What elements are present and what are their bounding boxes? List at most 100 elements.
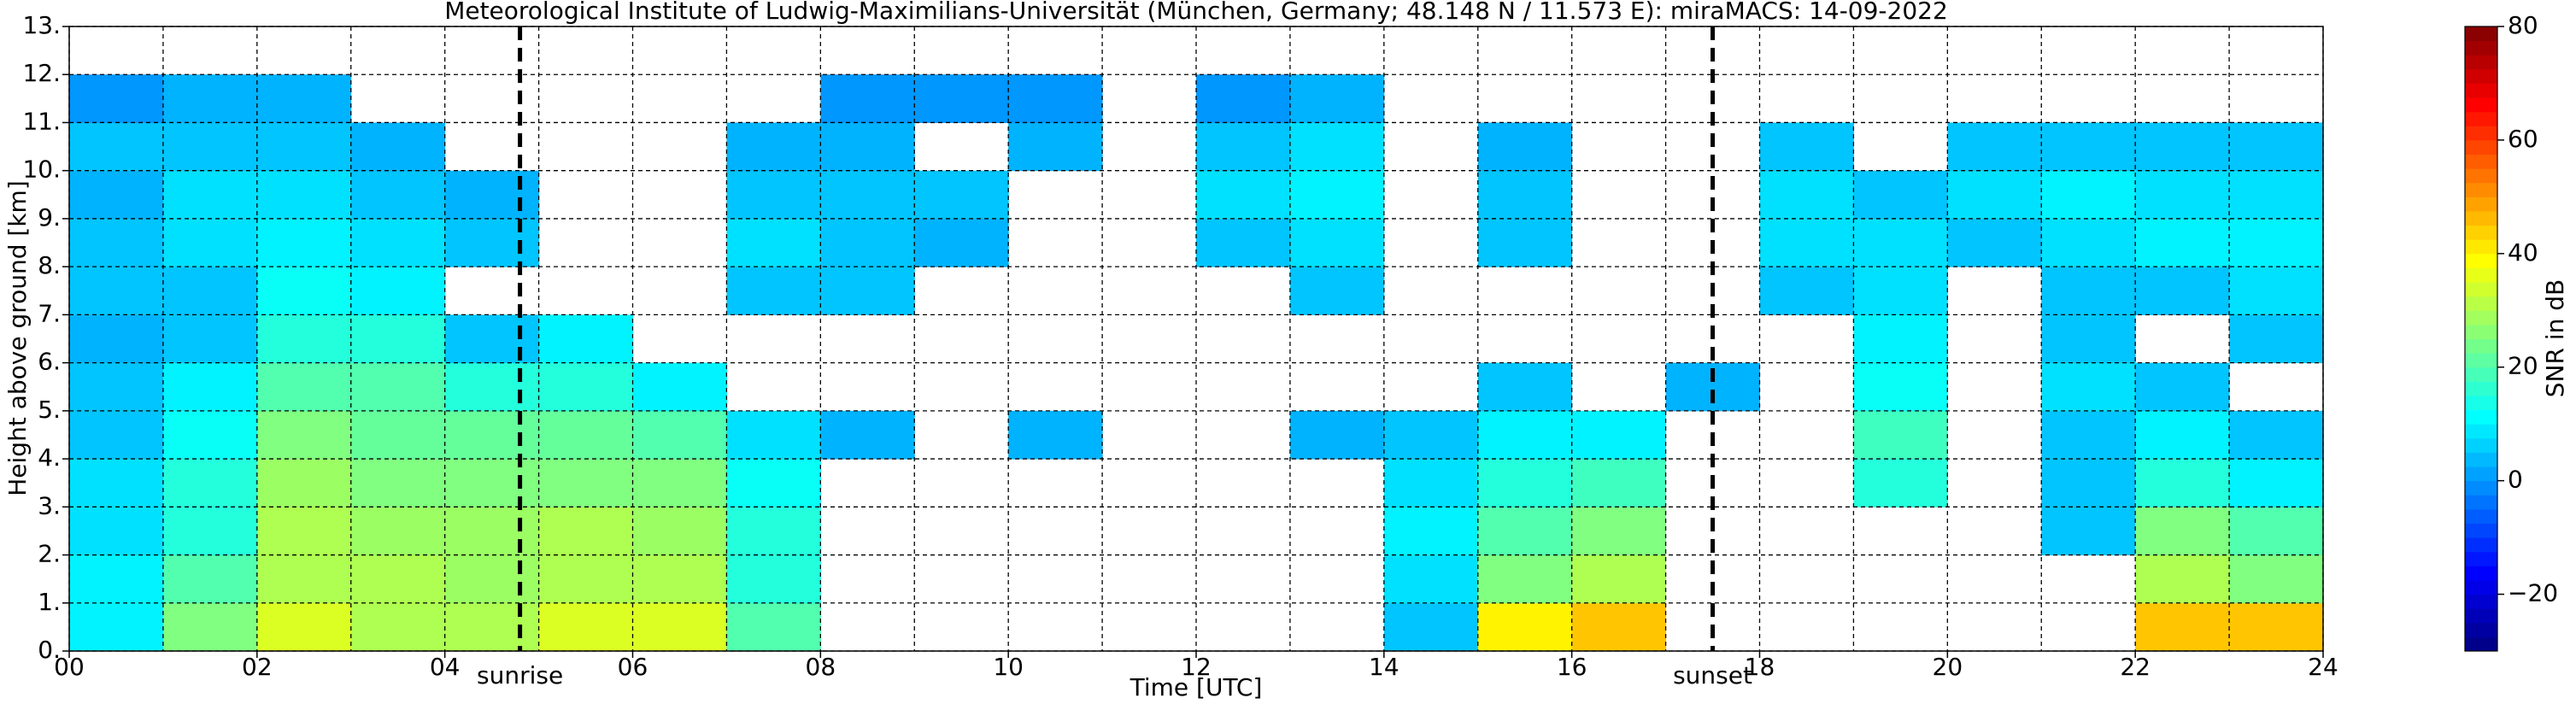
- colorbar-tick-label: −20: [2508, 579, 2558, 607]
- colorbar-step: [2465, 83, 2497, 98]
- snr-cell: [444, 602, 540, 652]
- colorbar-step: [2465, 40, 2497, 56]
- snr-cell: [1289, 267, 1385, 315]
- snr-cell: [2041, 459, 2136, 507]
- snr-cell: [538, 602, 633, 652]
- snr-cell: [256, 314, 352, 364]
- colorbar-step: [2465, 239, 2497, 255]
- snr-cell: [820, 170, 915, 220]
- snr-cell: [820, 410, 915, 460]
- snr-cell: [2041, 314, 2136, 364]
- snr-cell: [1853, 314, 1948, 364]
- y-tick-label: 7.: [38, 299, 61, 327]
- y-tick-label: 0.: [38, 636, 61, 664]
- y-tick-label: 8.: [38, 251, 61, 279]
- snr-cell: [1759, 218, 1854, 267]
- y-tick-label: 6.: [38, 348, 61, 376]
- colorbar-tick-label: 40: [2508, 238, 2538, 267]
- colorbar-step: [2465, 139, 2497, 155]
- snr-cell: [69, 74, 164, 123]
- colorbar-step: [2465, 310, 2497, 326]
- snr-cell: [1947, 170, 2042, 220]
- snr-cell: [2135, 459, 2230, 507]
- snr-cell: [69, 410, 164, 460]
- snr-cell: [444, 314, 540, 364]
- snr-cell: [162, 602, 258, 652]
- colorbar-step: [2465, 68, 2497, 84]
- snr-cell: [350, 602, 446, 652]
- snr-cell: [256, 554, 352, 604]
- snr-cell: [2041, 410, 2136, 460]
- y-tick-label: 4.: [38, 443, 61, 472]
- snr-cell: [1947, 218, 2042, 267]
- snr-cell: [820, 122, 915, 172]
- y-tick-label: 10.: [22, 155, 61, 184]
- y-tick-label: 2.: [38, 540, 61, 568]
- x-tick-label: 04: [430, 653, 461, 681]
- snr-cell: [914, 170, 1009, 220]
- snr-cell: [914, 74, 1009, 123]
- snr-cell: [538, 459, 633, 507]
- snr-cell: [914, 218, 1009, 267]
- snr-cell: [2229, 602, 2324, 652]
- snr-cell: [162, 314, 258, 364]
- x-tick-label: 22: [2120, 653, 2151, 681]
- x-tick-label: 14: [1369, 653, 1399, 681]
- snr-cell: [162, 74, 258, 123]
- colorbar-step: [2465, 26, 2497, 42]
- x-tick-label: 08: [806, 653, 836, 681]
- snr-cell: [256, 410, 352, 460]
- colorbar-step: [2465, 182, 2497, 197]
- snr-cell: [2135, 170, 2230, 220]
- snr-cell: [162, 362, 258, 412]
- colorbar-step: [2465, 495, 2497, 510]
- snr-cell: [2041, 218, 2136, 267]
- snr-cell: [69, 507, 164, 556]
- snr-cell: [444, 218, 540, 267]
- x-tick-label: 24: [2308, 653, 2338, 681]
- snr-cell: [162, 122, 258, 172]
- colorbar-step: [2465, 324, 2497, 339]
- snr-cell: [256, 122, 352, 172]
- snr-cell: [2041, 122, 2136, 172]
- y-tick-label: 12.: [22, 59, 61, 87]
- snr-cell: [2229, 218, 2324, 267]
- snr-cell: [69, 170, 164, 220]
- colorbar-step: [2465, 225, 2497, 240]
- snr-cell: [69, 459, 164, 507]
- snr-cell: [538, 362, 633, 412]
- snr-cell: [2041, 362, 2136, 412]
- colorbar-step: [2465, 168, 2497, 184]
- colorbar-step: [2465, 566, 2497, 581]
- snr-cell: [1571, 410, 1667, 460]
- snr-cell: [538, 554, 633, 604]
- snr-cell: [1759, 267, 1854, 315]
- snr-cell: [444, 410, 540, 460]
- snr-cell: [1383, 554, 1479, 604]
- colorbar-step: [2465, 367, 2497, 382]
- snr-cell: [2135, 602, 2230, 652]
- colorbar-step: [2465, 282, 2497, 297]
- snr-cell: [350, 459, 446, 507]
- snr-cell: [256, 362, 352, 412]
- snr-cell: [350, 554, 446, 604]
- snr-cell: [1196, 122, 1291, 172]
- colorbar-frame: [2464, 26, 2498, 652]
- snr-cell: [350, 314, 446, 364]
- x-tick-label: 18: [1745, 653, 1775, 681]
- snr-cell: [162, 267, 258, 315]
- snr-cell: [444, 507, 540, 556]
- snr-cell: [2229, 314, 2324, 364]
- snr-cell: [162, 554, 258, 604]
- x-tick-label: 20: [1933, 653, 1963, 681]
- snr-cell: [726, 218, 821, 267]
- colorbar-step: [2465, 637, 2497, 652]
- snr-cell: [1383, 507, 1479, 556]
- snr-cell: [1289, 218, 1385, 267]
- colorbar-step: [2465, 111, 2497, 126]
- snr-cell: [726, 122, 821, 172]
- y-tick-label: 9.: [38, 203, 61, 232]
- snr-cell: [538, 314, 633, 364]
- snr-cell: [1853, 410, 1948, 460]
- snr-cell: [632, 459, 727, 507]
